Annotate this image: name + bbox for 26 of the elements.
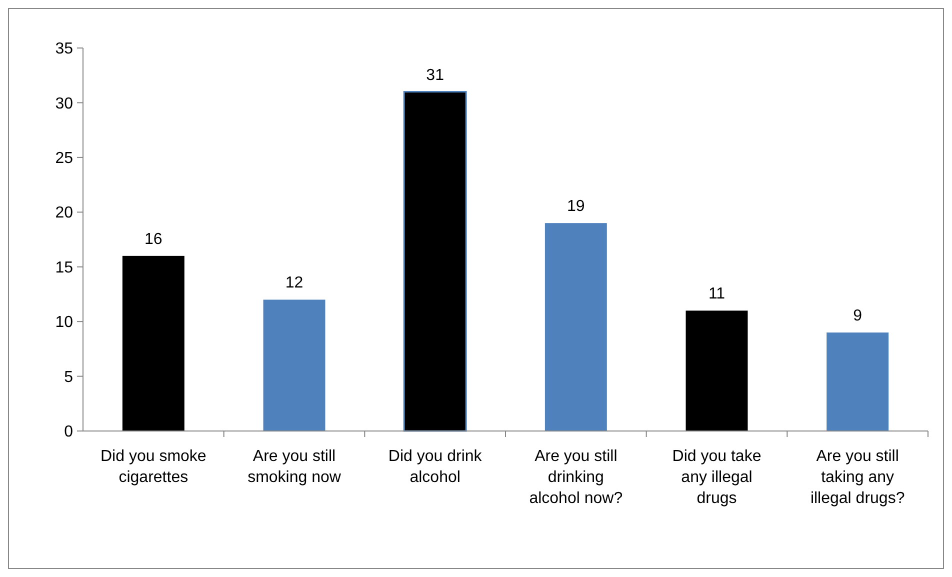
x-tick-label: Did you smoke cigarettes [100, 448, 206, 486]
data-label: 16 [144, 230, 162, 248]
data-label: 19 [567, 198, 585, 216]
x-tick-label: Are you still taking any illegal drugs? [810, 448, 905, 507]
y-tick-label: 25 [55, 150, 74, 168]
y-tick-label: 20 [55, 204, 74, 222]
bar [122, 256, 184, 431]
y-tick-label: 15 [55, 259, 74, 276]
y-tick-label: 30 [55, 95, 74, 112]
bar [544, 223, 607, 431]
data-label: 9 [853, 308, 862, 325]
x-tick-label: Are you still drinking alcohol now? [529, 448, 623, 507]
y-tick-label: 5 [64, 368, 74, 386]
y-tick-label: 0 [64, 424, 74, 441]
bar [826, 332, 889, 431]
data-label: 11 [708, 286, 726, 303]
bar [686, 310, 748, 431]
x-tick-label: Did you take any illegal drugs [672, 448, 762, 507]
bar [403, 91, 467, 432]
y-tick-label: 35 [55, 40, 74, 58]
data-label: 12 [285, 274, 304, 292]
y-tick-label: 10 [55, 314, 74, 332]
x-tick-label: Did you drink alcohol [388, 448, 483, 486]
bar [263, 300, 326, 431]
data-label: 31 [426, 66, 444, 84]
x-tick-label: Are you still smoking now [248, 448, 342, 486]
